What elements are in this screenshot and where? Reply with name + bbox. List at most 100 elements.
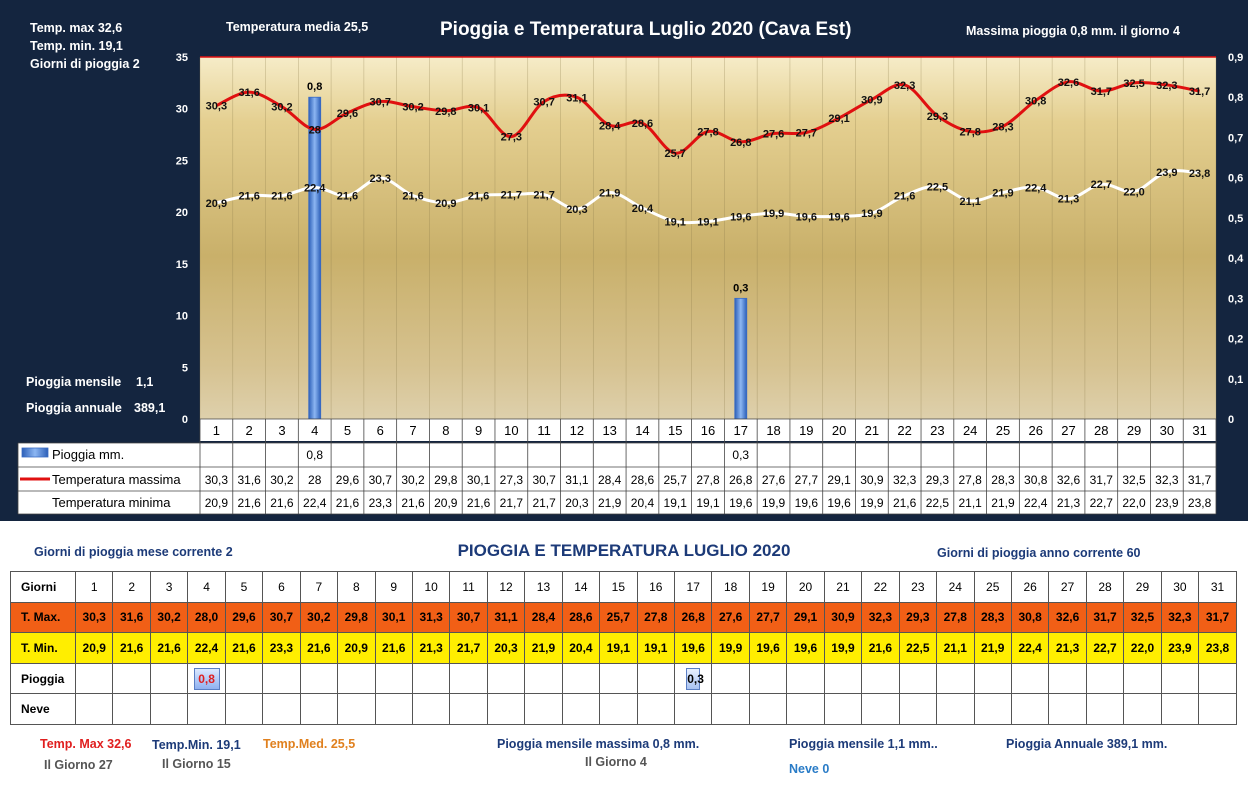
min-temp-label: 22,0 [1123, 186, 1144, 198]
table-max-value: 31,1 [565, 473, 589, 487]
x-tick-label: 26 [1029, 423, 1043, 438]
rain-cell [149, 662, 189, 695]
max-temp-cell: 29,6 [224, 601, 264, 634]
x-tick-label: 25 [996, 423, 1010, 438]
rain-cell: 0,8 [187, 662, 226, 695]
snow-cell [1160, 693, 1200, 725]
min-temp-cell: 19,6 [786, 632, 825, 664]
x-tick-label: 29 [1127, 423, 1141, 438]
max-temp-label: 30,3 [206, 101, 227, 113]
table-max-value: 28,3 [991, 473, 1015, 487]
snow-cell [187, 693, 226, 725]
day-cell: 26 [1010, 571, 1050, 603]
table-max-value: 30,3 [205, 473, 229, 487]
y-tick-label: 20 [176, 207, 188, 219]
min-temp-cell: 23,3 [262, 632, 301, 664]
day-cell: 8 [337, 571, 376, 603]
table-max-value: 30,1 [467, 473, 491, 487]
max-rain-stat: Massima pioggia 0,8 mm. il giorno 4 [966, 24, 1180, 38]
max-temp-label: 27,7 [796, 128, 817, 140]
table-min-value: 19,6 [795, 496, 819, 510]
snow-cell [449, 693, 488, 725]
max-temp-label: 28 [309, 124, 321, 136]
min-temp-cell: 22,4 [1010, 632, 1050, 664]
y-tick-label: 30 [176, 104, 188, 116]
legend-min-label: Temperatura minima [52, 495, 171, 510]
x-tick-label: 2 [246, 423, 253, 438]
max-temp-label: 27,6 [763, 129, 784, 141]
max-temp-cell: 31,7 [1198, 601, 1237, 634]
rain-cell [449, 662, 488, 695]
min-temp-label: 23,8 [1189, 168, 1210, 180]
rain-cell [599, 662, 638, 695]
max-temp-label: 29,1 [828, 113, 849, 125]
x-tick-label: 12 [570, 423, 584, 438]
table-min-value: 22,0 [1122, 496, 1146, 510]
row-label-max: T. Max. [10, 601, 76, 634]
min-temp-cell: 20,3 [486, 632, 526, 664]
max-temp-label: 28,6 [632, 118, 653, 130]
snow-cell [748, 693, 788, 725]
max-temp-cell: 28,4 [524, 601, 563, 634]
table-max-value: 27,6 [762, 473, 786, 487]
max-temp-label: 28,3 [992, 121, 1013, 133]
table-min-value: 20,3 [565, 496, 589, 510]
y2-tick-label: 0,8 [1228, 92, 1243, 104]
annual-rain-label: Pioggia annuale [26, 401, 122, 415]
min-temp-label: 21,6 [468, 191, 489, 203]
table-min-value: 23,3 [369, 496, 393, 510]
day-cell: 14 [561, 571, 601, 603]
min-temp-label: 22,5 [927, 181, 948, 193]
rain-cell [224, 662, 264, 695]
data-labels: 0,8 0,3 30,3 31,6 30,2 28 29,6 30,7 30,2 29,8 30,1… [206, 77, 1211, 295]
max-temp-cell: 29,8 [337, 601, 376, 634]
table-min-value: 21,6 [336, 496, 360, 510]
y-tick-label: 25 [176, 155, 188, 167]
max-temp-label: 30,2 [402, 102, 423, 114]
row-label-days: Giorni [10, 571, 76, 603]
min-temp-label: 21,6 [337, 191, 358, 203]
min-temp-label: 21,1 [959, 196, 980, 208]
rain-days-stat: Giorni di pioggia 2 [30, 57, 140, 71]
max-temp-label: 32,5 [1123, 78, 1144, 90]
table-min-value: 21,6 [237, 496, 261, 510]
snow-cell [337, 693, 376, 725]
min-temp-cell: 21,3 [1048, 632, 1087, 664]
max-temp-label: 25,7 [665, 148, 686, 160]
max-temp-line [215, 80, 1200, 155]
table-min-value: 20,4 [631, 496, 655, 510]
rain-cell [711, 662, 750, 695]
rain-cell [1123, 662, 1162, 695]
x-tick-label: 14 [635, 423, 649, 438]
table-max-value: 27,3 [500, 473, 524, 487]
min-temp-label: 21,3 [1058, 194, 1079, 206]
table-max-value: 30,9 [860, 473, 884, 487]
day-cell: 23 [898, 571, 938, 603]
day-cell: 6 [262, 571, 301, 603]
min-temp-cell: 21,6 [112, 632, 151, 664]
max-temp-cell: 26,8 [673, 601, 713, 634]
table-min-value: 22,4 [1024, 496, 1048, 510]
table-max-value: 28,6 [631, 473, 655, 487]
snow-cell [524, 693, 563, 725]
rain-cell: 0,3 [673, 662, 713, 695]
min-temp-label: 23,3 [370, 173, 391, 185]
chart-title: Pioggia e Temperatura Luglio 2020 (Cava … [440, 19, 852, 40]
table-max-value: 32,6 [1057, 473, 1081, 487]
max-temp-cell: 30,9 [823, 601, 863, 634]
max-temp-label: 30,7 [533, 96, 554, 108]
day-cell: 10 [411, 571, 451, 603]
row-label-rain: Pioggia [10, 662, 76, 695]
rain-cell [1160, 662, 1200, 695]
max-temp-label: 31,1 [566, 92, 587, 104]
min-temp-label: 21,6 [238, 191, 259, 203]
chart-data-table: 1 2 3 4 5 6 7 8 9 10 11 12 13 14 15 16 17 18 19 20 21 22 23 24 2… [17, 418, 1217, 515]
x-tick-label: 9 [475, 423, 482, 438]
table-min-value: 21,1 [959, 496, 983, 510]
rain-value-box: 0,3 [686, 667, 704, 690]
day-cell: 22 [861, 571, 900, 603]
bottom-annual-rain: Pioggia Annuale 389,1 mm. [1006, 737, 1168, 751]
min-temp-label: 19,1 [697, 216, 718, 228]
min-temp-label: 21,9 [992, 187, 1013, 199]
bottom-temp-med: Temp.Med. 25,5 [263, 737, 356, 751]
